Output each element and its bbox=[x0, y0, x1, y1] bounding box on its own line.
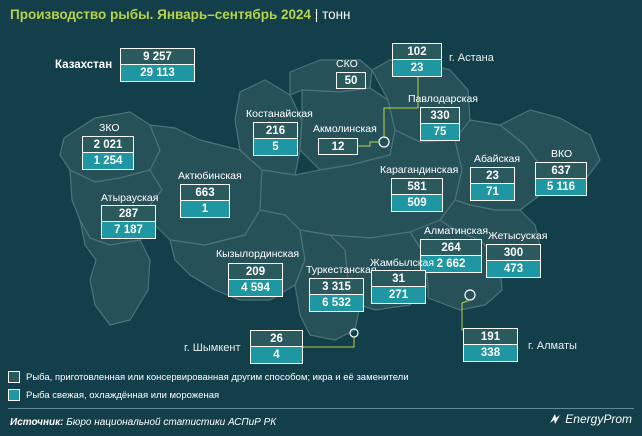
value-processed-vko: 637 bbox=[535, 162, 587, 179]
value-processed-kostanay: 216 bbox=[253, 122, 298, 139]
label-kz: Казахстан bbox=[55, 59, 113, 71]
source-note: Источник: Бюро национальной статистики А… bbox=[10, 417, 276, 428]
value-processed-turkestan: 3 315 bbox=[309, 278, 364, 295]
value-box-vko: 637 5 116 bbox=[535, 162, 587, 196]
value-fresh-kz: 29 113 bbox=[120, 65, 195, 82]
value-box-turkestan: 3 315 6 532 bbox=[309, 278, 364, 312]
value-fresh-shymkent: 4 bbox=[250, 347, 303, 364]
logo-text: EnergyProm bbox=[565, 412, 632, 426]
value-processed-almaty-city: 191 bbox=[463, 328, 518, 345]
value-processed-astana: 102 bbox=[392, 43, 442, 60]
city-marker-shymkent bbox=[349, 328, 359, 338]
value-fresh-zhetisu: 473 bbox=[486, 261, 541, 278]
label-turkestan: Туркестанская bbox=[306, 264, 377, 276]
value-box-zhambyl: 31 271 bbox=[371, 270, 426, 304]
value-fresh-atyrau: 7 187 bbox=[101, 222, 156, 239]
value-fresh-zhambyl: 271 bbox=[371, 287, 426, 304]
energyprom-logo: EnergyProm bbox=[548, 412, 632, 426]
value-box-kyzylorda: 209 4 594 bbox=[228, 263, 283, 297]
value-box-pavlodar: 330 75 bbox=[420, 107, 460, 141]
value-fresh-almaty-city: 338 bbox=[463, 345, 518, 362]
value-processed-aktobe: 663 bbox=[180, 184, 230, 201]
value-fresh-karaganda: 509 bbox=[391, 195, 443, 212]
value-box-zko: 2 021 1 254 bbox=[82, 136, 134, 170]
value-processed-zhambyl: 31 bbox=[371, 270, 426, 287]
value-processed-kyzylorda: 209 bbox=[228, 263, 283, 280]
label-karaganda: Карагандинская bbox=[380, 164, 459, 176]
label-akmola: Акмолинская bbox=[313, 123, 377, 135]
label-aktobe: Актюбинская bbox=[178, 170, 242, 182]
value-box-karaganda: 581 509 bbox=[391, 178, 443, 212]
energyprom-logo-icon bbox=[550, 414, 561, 424]
value-box-aktobe: 663 1 bbox=[180, 184, 230, 218]
value-box-zhetisu: 300 473 bbox=[486, 244, 541, 278]
value-fresh-kostanay: 5 bbox=[253, 139, 298, 156]
label-zko: ЗКО bbox=[99, 122, 120, 134]
label-abai: Абайская bbox=[474, 153, 521, 165]
value-fresh-zko: 1 254 bbox=[82, 153, 134, 170]
value-box-shymkent: 26 4 bbox=[250, 330, 303, 364]
value-fresh-astana: 23 bbox=[392, 60, 442, 77]
value-fresh-turkestan: 6 532 bbox=[309, 295, 364, 312]
legend-swatch-fresh bbox=[8, 389, 20, 401]
value-processed-zhetisu: 300 bbox=[486, 244, 541, 261]
label-zhetisu: Жетысуская bbox=[488, 230, 548, 242]
title-main: Производство рыбы. Январь–сентябрь 2024 bbox=[10, 7, 312, 22]
source-text: Бюро национальной статистики АСПиР РК bbox=[63, 417, 277, 428]
value-fresh-kyzylorda: 4 594 bbox=[228, 280, 283, 297]
value-processed-atyrau: 287 bbox=[101, 205, 156, 222]
legend-label-fresh: Рыба свежая, охлаждённая или мороженая bbox=[26, 389, 220, 401]
value-box-kz: 9 257 29 113 bbox=[120, 48, 195, 82]
value-processed-almaty-region: 264 bbox=[420, 239, 482, 256]
value-fresh-akmola: 12 bbox=[318, 138, 358, 155]
value-box-sko: 50 bbox=[336, 72, 366, 89]
leader-line-akmola bbox=[356, 141, 379, 147]
label-almaty-region: Алматинская bbox=[424, 225, 489, 237]
value-fresh-almaty-region: 2 662 bbox=[420, 256, 482, 273]
value-box-abai: 23 71 bbox=[470, 167, 515, 201]
title-unit: тонн bbox=[322, 7, 351, 22]
value-processed-kz: 9 257 bbox=[120, 48, 195, 65]
page-title: Производство рыбы. Январь–сентябрь 2024 … bbox=[10, 7, 351, 22]
label-kyzylorda: Кызылординская bbox=[216, 248, 300, 260]
value-processed-karaganda: 581 bbox=[391, 178, 443, 195]
label-sko: СКО bbox=[336, 58, 358, 70]
value-fresh-aktobe: 1 bbox=[180, 201, 230, 218]
value-box-akmola: 12 bbox=[318, 138, 358, 155]
value-fresh-pavlodar: 75 bbox=[420, 124, 460, 141]
value-fresh-vko: 5 116 bbox=[535, 179, 587, 196]
leader-line-astana bbox=[383, 75, 419, 137]
legend-item-fresh: Рыба свежая, охлаждённая или мороженая bbox=[8, 389, 219, 401]
legend-swatch-processed bbox=[8, 371, 20, 383]
value-box-almaty-city: 191 338 bbox=[463, 328, 518, 362]
label-pavlodar: Павлодарская bbox=[408, 93, 478, 105]
source-label: Источник: bbox=[10, 417, 64, 428]
label-atyrau: Атырауская bbox=[101, 192, 159, 204]
value-box-astana: 102 23 bbox=[392, 43, 442, 77]
legend-label-processed: Рыба, приготовленная или консервированна… bbox=[26, 371, 409, 383]
label-vko: ВКО bbox=[551, 148, 573, 160]
title-separator: | bbox=[311, 7, 323, 22]
value-processed-pavlodar: 330 bbox=[420, 107, 460, 124]
label-zhambyl: Жамбылская bbox=[370, 257, 435, 269]
value-processed-shymkent: 26 bbox=[250, 330, 303, 347]
value-box-almaty-region: 264 2 662 bbox=[420, 239, 482, 273]
footer-divider bbox=[8, 408, 634, 409]
label-astana: г. Астана bbox=[449, 52, 494, 64]
label-almaty-city: г. Алматы bbox=[528, 340, 577, 352]
value-fresh-abai: 71 bbox=[470, 184, 515, 201]
region-mangystau bbox=[79, 219, 151, 326]
legend-item-processed: Рыба, приготовленная или консервированна… bbox=[8, 371, 409, 383]
value-box-atyrau: 287 7 187 bbox=[101, 205, 156, 239]
value-processed-abai: 23 bbox=[470, 167, 515, 184]
value-fresh-sko: 50 bbox=[336, 72, 366, 89]
leader-line-shymkent bbox=[303, 338, 355, 348]
label-kostanay: Костанайская bbox=[246, 108, 313, 120]
label-shymkent: г. Шымкент bbox=[184, 342, 241, 354]
value-processed-zko: 2 021 bbox=[82, 136, 134, 153]
value-box-kostanay: 216 5 bbox=[253, 122, 298, 156]
